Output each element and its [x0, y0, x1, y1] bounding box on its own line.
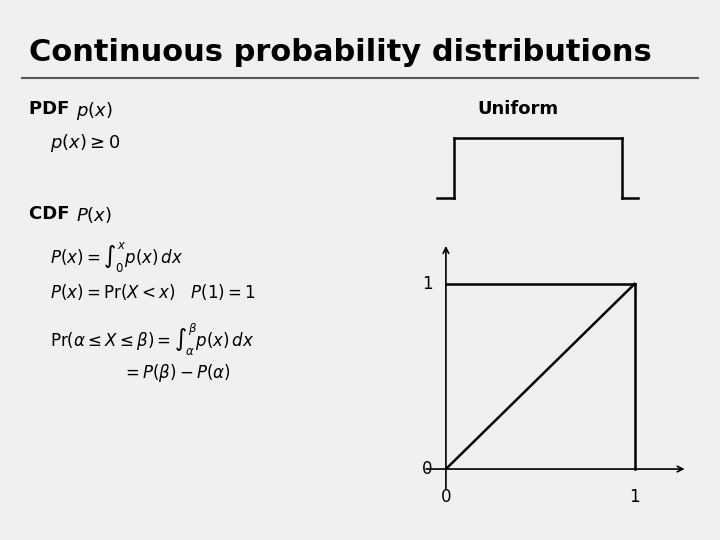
Text: 0: 0: [422, 460, 433, 478]
Text: $p(x)$: $p(x)$: [76, 100, 112, 122]
Text: $\Pr(\alpha \leq X \leq \beta) = \int_{\alpha}^{\beta} p(x)\,dx$: $\Pr(\alpha \leq X \leq \beta) = \int_{\…: [50, 321, 255, 358]
Text: Uniform: Uniform: [478, 100, 559, 118]
Text: 1: 1: [422, 275, 433, 293]
Text: 1: 1: [629, 488, 640, 505]
Text: $= P(\beta) - P(\alpha)$: $= P(\beta) - P(\alpha)$: [122, 362, 231, 384]
Text: $P(x)$: $P(x)$: [76, 205, 112, 225]
Text: Continuous probability distributions: Continuous probability distributions: [29, 38, 652, 67]
Text: $P(x) = \int_{0}^{x} p(x)\,dx$: $P(x) = \int_{0}^{x} p(x)\,dx$: [50, 240, 184, 274]
Text: 0: 0: [441, 488, 451, 505]
Text: CDF: CDF: [29, 205, 76, 223]
Text: $P(x) = \Pr(X < x) \quad P(1) = 1$: $P(x) = \Pr(X < x) \quad P(1) = 1$: [50, 282, 256, 302]
Text: PDF: PDF: [29, 100, 76, 118]
Text: $p(x) \geq 0$: $p(x) \geq 0$: [50, 132, 121, 154]
